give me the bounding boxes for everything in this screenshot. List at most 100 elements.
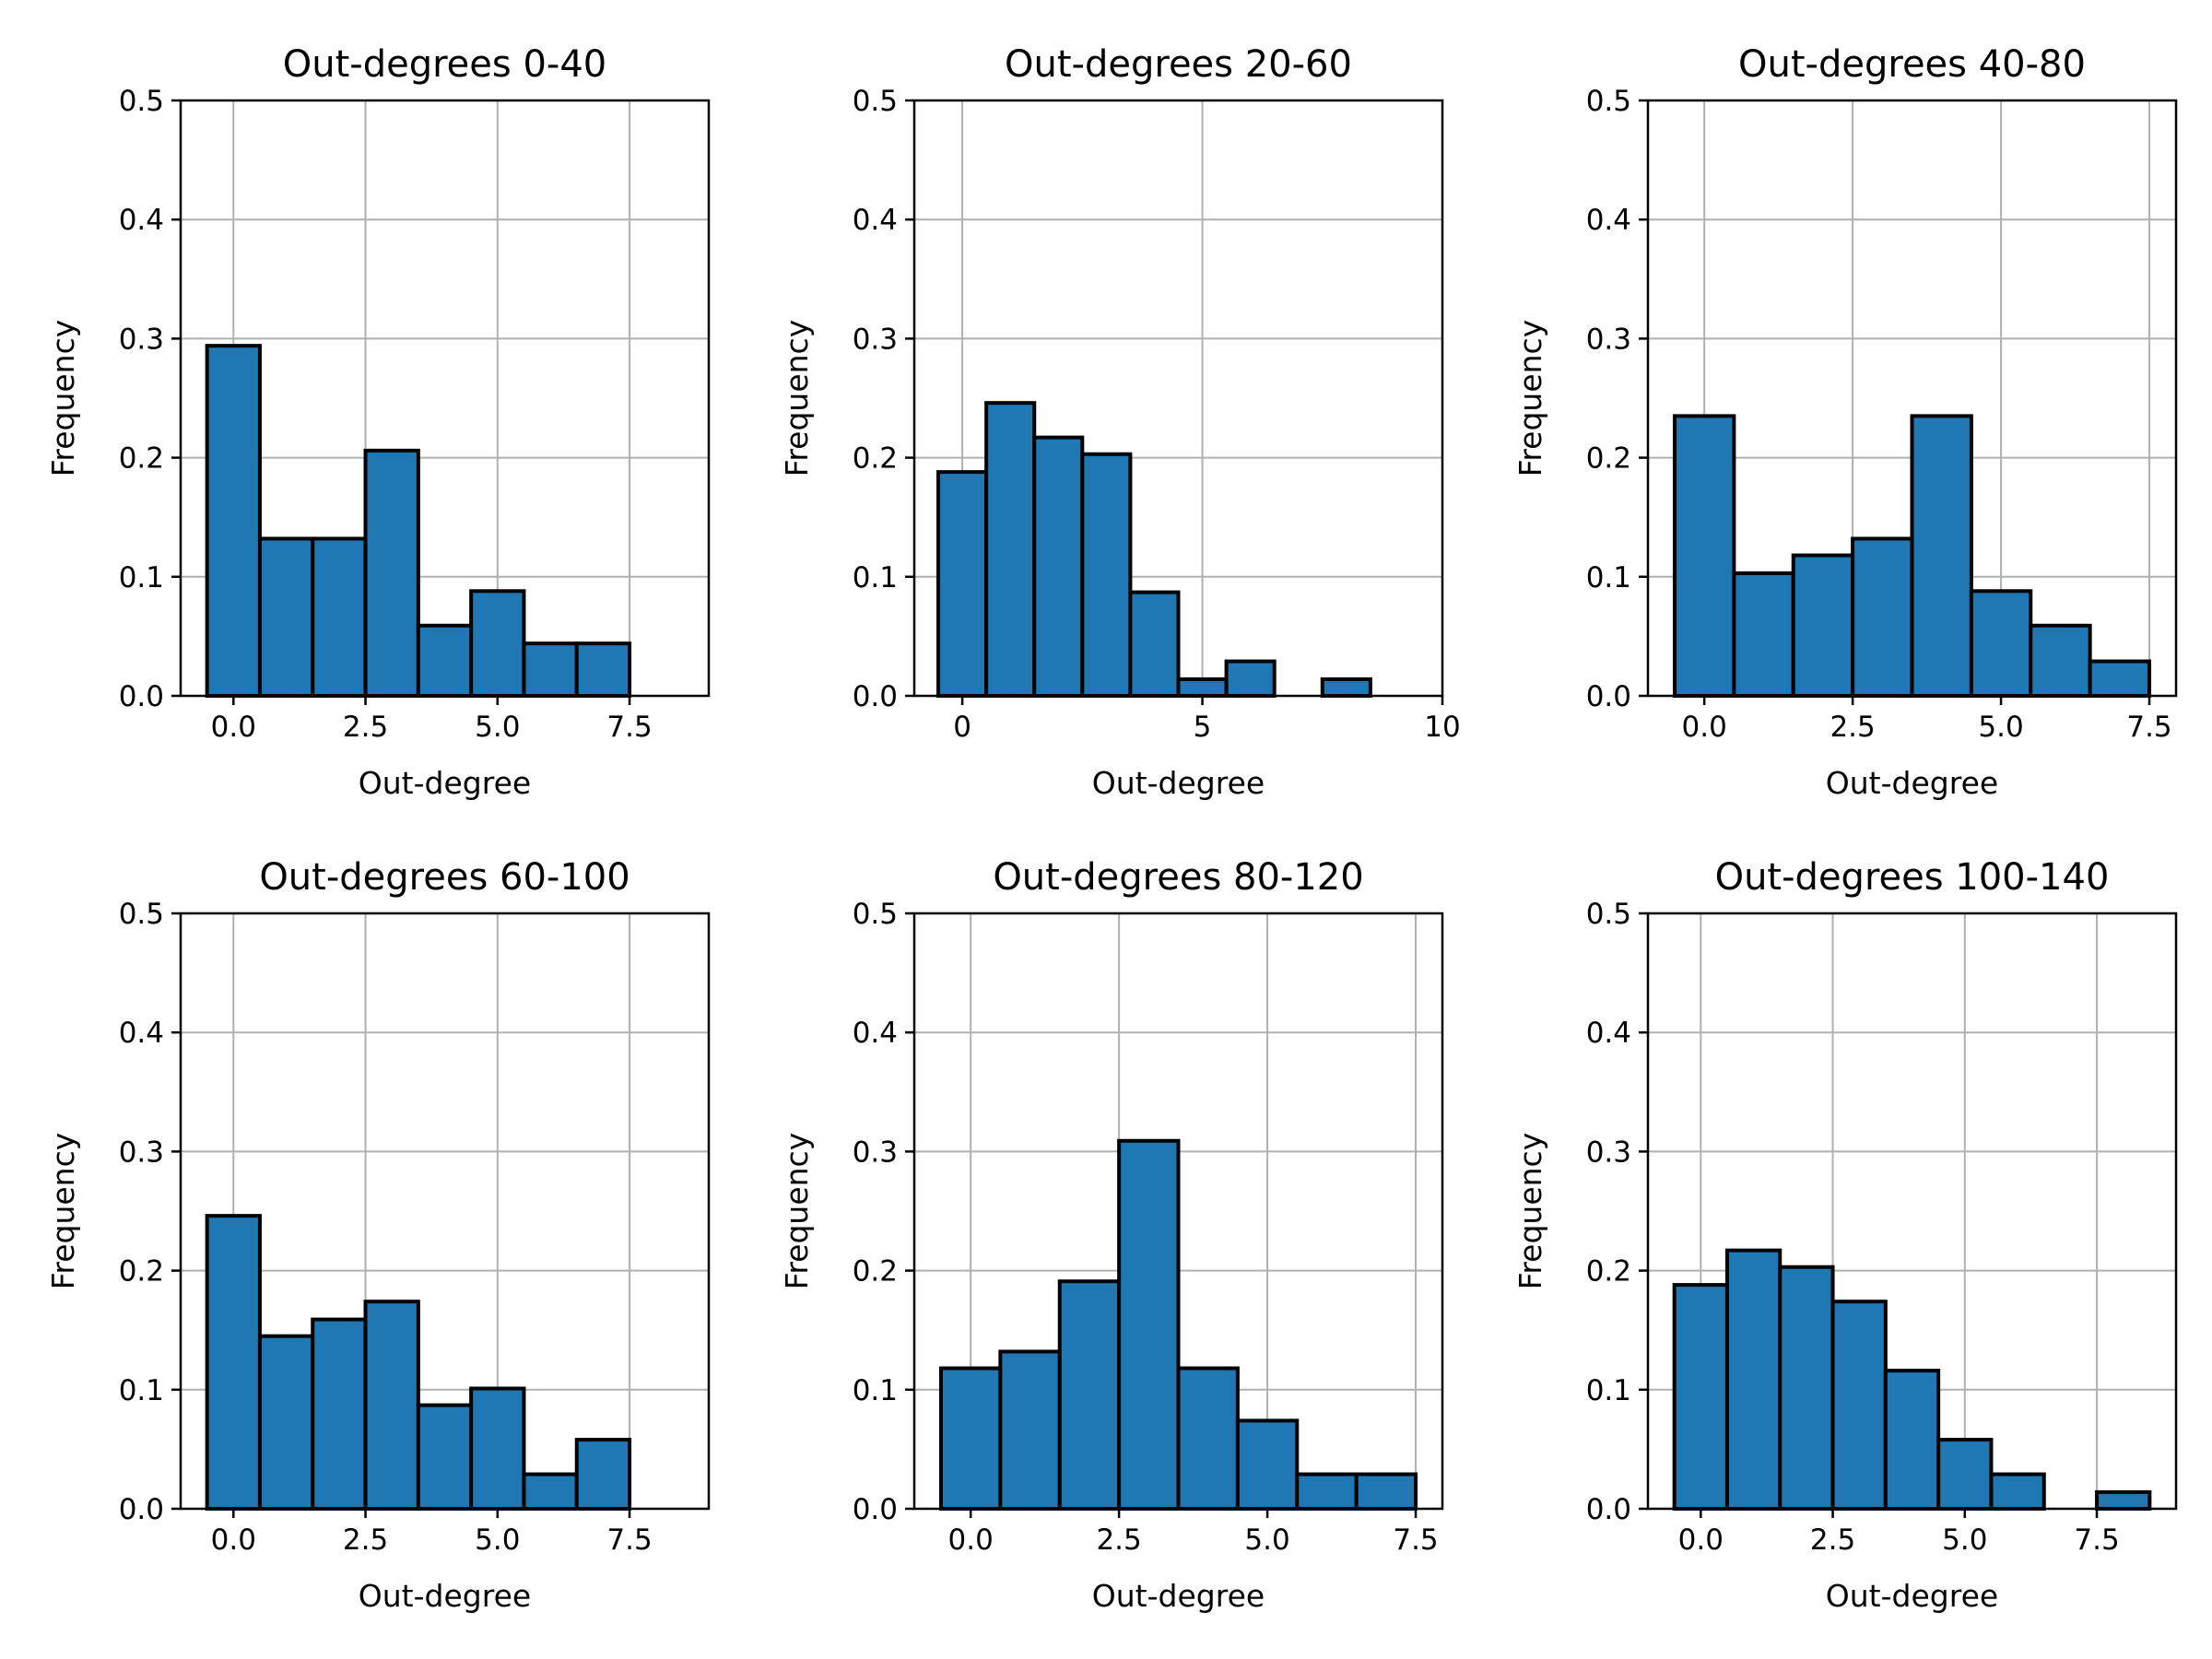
histogram-bar bbox=[311, 1317, 368, 1512]
histogram-bar bbox=[2029, 623, 2092, 698]
y-tick-label: 0.2 bbox=[853, 1255, 898, 1288]
histogram-bar bbox=[1057, 1279, 1122, 1512]
y-tick-label: 0.3 bbox=[119, 323, 164, 356]
y-tick-label: 0.5 bbox=[853, 85, 898, 118]
histogram-bar bbox=[522, 1472, 579, 1511]
x-tick-label: 2.5 bbox=[1810, 1524, 1855, 1557]
histogram-bar bbox=[998, 1349, 1062, 1512]
y-tick-label: 0.3 bbox=[853, 323, 898, 356]
x-tick-label: 0.0 bbox=[211, 1524, 256, 1557]
y-axis-label: Frequency bbox=[779, 1133, 815, 1289]
histogram-bar bbox=[1080, 452, 1133, 698]
histogram-bar bbox=[1936, 1438, 1994, 1511]
y-tick-label: 0.2 bbox=[1586, 442, 1631, 476]
histogram-bar bbox=[1354, 1472, 1418, 1511]
histogram-bar bbox=[1320, 677, 1372, 698]
y-tick-label: 0.3 bbox=[1586, 1135, 1631, 1169]
histogram-bar bbox=[257, 1334, 315, 1512]
y-axis-label: Frequency bbox=[1512, 1133, 1548, 1289]
histogram-bar bbox=[469, 1386, 526, 1512]
histogram-panel: 0 5 10 0.0 0.1 0.2 0.3 0.4 0.5 Out-degrees 20-60 O… bbox=[779, 43, 1461, 801]
y-tick-label: 0.2 bbox=[853, 442, 898, 476]
y-tick-label: 0.0 bbox=[1586, 680, 1631, 713]
panel-title: Out-degrees 80-120 bbox=[993, 856, 1363, 899]
histogram-bar bbox=[1295, 1472, 1359, 1511]
histogram-bar bbox=[2088, 659, 2152, 698]
histogram-bar bbox=[416, 1403, 474, 1511]
y-axis-label: Frequency bbox=[1512, 320, 1548, 477]
panel-title: Out-degrees 100-140 bbox=[1715, 856, 2110, 899]
histogram-bar bbox=[205, 1214, 262, 1511]
histogram-panel: 0.0 2.5 5.0 7.5 0.0 0.1 0.2 0.3 0.4 0.5 Out-degree… bbox=[1512, 856, 2178, 1614]
x-tick-label: 5.0 bbox=[475, 1524, 520, 1557]
y-tick-label: 0.5 bbox=[853, 898, 898, 931]
histogram-bar bbox=[1176, 1366, 1240, 1511]
x-tick-label: 2.5 bbox=[1830, 711, 1875, 744]
y-tick-label: 0.3 bbox=[1586, 323, 1631, 356]
y-tick-label: 0.1 bbox=[119, 1374, 164, 1407]
histogram-bar bbox=[1910, 414, 1973, 698]
x-axis-label: Out-degree bbox=[359, 1578, 531, 1614]
y-tick-label: 0.1 bbox=[853, 1374, 898, 1407]
y-tick-label: 0.5 bbox=[119, 898, 164, 931]
x-tick-label: 5.0 bbox=[1942, 1524, 1987, 1557]
x-axis-label: Out-degree bbox=[359, 765, 531, 801]
y-tick-label: 0.4 bbox=[119, 204, 164, 237]
axes-frame bbox=[179, 912, 711, 1511]
x-tick-label: 0.0 bbox=[211, 711, 256, 744]
histogram-bar bbox=[574, 641, 632, 698]
axes-frame bbox=[1646, 912, 2178, 1511]
panel-title: Out-degrees 0-40 bbox=[283, 43, 606, 86]
y-tick-label: 0.0 bbox=[119, 1493, 164, 1526]
x-tick-label: 7.5 bbox=[606, 711, 652, 744]
y-tick-label: 0.3 bbox=[119, 1135, 164, 1169]
x-tick-label: 0.0 bbox=[948, 1524, 994, 1557]
histogram-bar bbox=[522, 641, 579, 698]
histogram-bar bbox=[936, 470, 989, 698]
axes-frame bbox=[179, 99, 711, 698]
x-tick-label: 10 bbox=[1424, 711, 1460, 744]
histogram-bar bbox=[1235, 1418, 1300, 1511]
histogram-bar bbox=[205, 344, 262, 698]
x-tick-label: 7.5 bbox=[1393, 1524, 1438, 1557]
y-tick-label: 0.4 bbox=[853, 1017, 898, 1050]
y-tick-label: 0.1 bbox=[1586, 1374, 1631, 1407]
histogram-bar bbox=[1989, 1472, 2046, 1511]
y-tick-label: 0.2 bbox=[119, 1255, 164, 1288]
x-tick-label: 2.5 bbox=[343, 711, 388, 744]
y-tick-label: 0.1 bbox=[119, 561, 164, 594]
axes-frame bbox=[912, 99, 1444, 698]
histogram-bar bbox=[1117, 1138, 1181, 1511]
histogram-bar bbox=[1224, 659, 1277, 698]
histogram-bar bbox=[1851, 536, 1914, 698]
histogram-panel: 0.0 2.5 5.0 7.5 0.0 0.1 0.2 0.3 0.4 0.5 Out-degree… bbox=[779, 856, 1444, 1614]
x-tick-label: 2.5 bbox=[1096, 1524, 1141, 1557]
histogram-bar bbox=[1732, 571, 1795, 699]
histogram-bar bbox=[938, 1366, 1003, 1511]
y-axis-label: Frequency bbox=[779, 320, 815, 477]
histogram-panels: 0.0 2.5 5.0 7.5 0.0 0.1 0.2 0.3 0.4 0.5 Out-degree… bbox=[45, 43, 2178, 1614]
panel-title: Out-degrees 40-80 bbox=[1738, 43, 2086, 86]
y-tick-label: 0.2 bbox=[1586, 1255, 1631, 1288]
x-tick-label: 5.0 bbox=[1978, 711, 2023, 744]
histogram-panel: 0.0 2.5 5.0 7.5 0.0 0.1 0.2 0.3 0.4 0.5 Out-degree… bbox=[45, 43, 711, 801]
axes-frame bbox=[912, 912, 1444, 1511]
histogram-bar bbox=[984, 401, 1037, 698]
x-axis-label: Out-degree bbox=[1092, 1578, 1265, 1614]
histogram-bar bbox=[469, 589, 526, 699]
panel-title: Out-degrees 20-60 bbox=[1005, 43, 1352, 86]
histogram-bar bbox=[311, 536, 368, 698]
histogram-bar bbox=[574, 1438, 632, 1511]
x-tick-label: 5.0 bbox=[475, 711, 520, 744]
y-axis-label: Frequency bbox=[45, 1133, 81, 1289]
histogram-bar bbox=[1672, 414, 1736, 698]
x-axis-label: Out-degree bbox=[1826, 1578, 1998, 1614]
x-tick-label: 0 bbox=[953, 711, 971, 744]
x-tick-label: 0.0 bbox=[1682, 711, 1727, 744]
x-tick-label: 5 bbox=[1194, 711, 1212, 744]
panel-title: Out-degrees 60-100 bbox=[259, 856, 629, 899]
y-tick-label: 0.4 bbox=[1586, 204, 1631, 237]
histogram-bar bbox=[1724, 1248, 1783, 1511]
y-tick-label: 0.1 bbox=[1586, 561, 1631, 594]
x-tick-label: 2.5 bbox=[343, 1524, 388, 1557]
